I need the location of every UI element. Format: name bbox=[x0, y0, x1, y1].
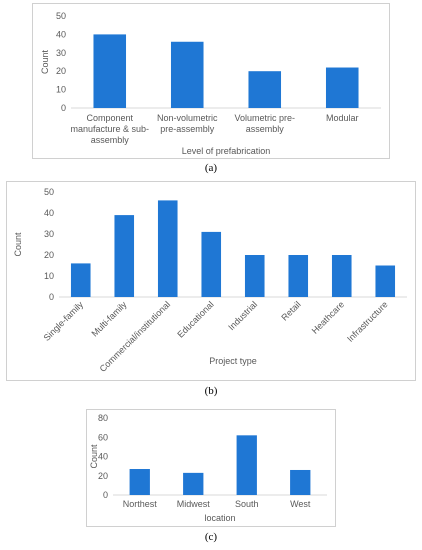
x-tick-label: Industrial bbox=[226, 299, 259, 332]
y-tick-label: 0 bbox=[49, 292, 54, 302]
x-tick-label: Non-volumetric pre-assembly bbox=[157, 113, 218, 134]
chart-panel-c: 0 20 40 60 80 Northest Midwest South West Count lo… bbox=[86, 409, 336, 527]
bar bbox=[129, 469, 150, 495]
bar bbox=[248, 71, 282, 108]
bar bbox=[244, 255, 265, 297]
x-tick-label: Heathcare bbox=[310, 299, 346, 335]
bar bbox=[325, 67, 359, 108]
bar bbox=[183, 472, 204, 495]
caption-b: (b) bbox=[204, 385, 218, 397]
bar bbox=[201, 231, 222, 297]
bar bbox=[114, 215, 135, 297]
x-tick-label: Component manufacture & sub-assembly bbox=[70, 113, 149, 145]
bar bbox=[170, 41, 204, 109]
bar bbox=[288, 255, 309, 297]
x-tick-label: Northest bbox=[123, 499, 158, 509]
x-tick-label: Commercial/institutional bbox=[98, 299, 173, 374]
y-tick-label: 20 bbox=[44, 250, 54, 260]
y-tick-label: 20 bbox=[56, 66, 66, 76]
y-tick-label: 40 bbox=[56, 29, 66, 39]
chart-panel-a: 0 10 20 30 40 50 Component manufacture & sub-as… bbox=[32, 3, 390, 159]
x-tick-label: West bbox=[290, 499, 311, 509]
y-tick-label: 80 bbox=[98, 413, 108, 423]
chart-a-svg: 0 10 20 30 40 50 Component manufacture & sub-as… bbox=[40, 11, 381, 156]
y-tick-label: 40 bbox=[44, 208, 54, 218]
bar bbox=[331, 255, 352, 297]
x-tick-label: Multi-family bbox=[89, 299, 129, 339]
y-axis-title: Count bbox=[40, 50, 50, 75]
bar bbox=[375, 265, 396, 297]
y-tick-label: 20 bbox=[98, 471, 108, 481]
x-tick-label: South bbox=[235, 499, 259, 509]
y-tick-label: 30 bbox=[56, 48, 66, 58]
y-tick-label: 30 bbox=[44, 229, 54, 239]
x-tick-label: Modular bbox=[326, 113, 359, 123]
caption-a: (a) bbox=[204, 162, 218, 174]
bar bbox=[236, 435, 257, 495]
chart-b-svg: 0 10 20 30 40 50 Single-family Multi-familyComm… bbox=[13, 187, 407, 374]
caption-c: (c) bbox=[204, 531, 218, 543]
y-tick-label: 40 bbox=[98, 452, 108, 462]
y-tick-label: 10 bbox=[56, 85, 66, 95]
chart-c-svg: 0 20 40 60 80 Northest Midwest South West Count lo… bbox=[89, 413, 327, 523]
y-tick-label: 0 bbox=[61, 103, 66, 113]
x-tick-label: Midwest bbox=[177, 499, 211, 509]
x-axis-title: Project type bbox=[209, 356, 257, 366]
bar bbox=[70, 263, 91, 297]
chart-panel-b: 0 10 20 30 40 50 Single-family Multi-family Comm… bbox=[6, 181, 416, 381]
x-axis-title: location bbox=[204, 513, 235, 523]
y-tick-label: 0 bbox=[103, 490, 108, 500]
y-tick-label: 60 bbox=[98, 432, 108, 442]
x-tick-label: Infrastructure bbox=[345, 299, 390, 344]
x-tick-label: Retail bbox=[279, 299, 302, 322]
bar bbox=[93, 34, 127, 108]
y-axis-title: Count bbox=[13, 232, 23, 257]
y-axis-title: Count bbox=[89, 444, 99, 469]
bar bbox=[157, 200, 178, 297]
x-axis-title: Level of prefabrication bbox=[182, 146, 271, 156]
y-tick-label: 50 bbox=[44, 187, 54, 197]
y-tick-label: 10 bbox=[44, 271, 54, 281]
bar bbox=[290, 469, 311, 495]
x-tick-label: Volumetric pre-assembly bbox=[234, 113, 295, 134]
y-tick-label: 50 bbox=[56, 11, 66, 21]
x-tick-label: Educational bbox=[175, 299, 215, 339]
x-tick-label: Single-family bbox=[42, 299, 86, 343]
